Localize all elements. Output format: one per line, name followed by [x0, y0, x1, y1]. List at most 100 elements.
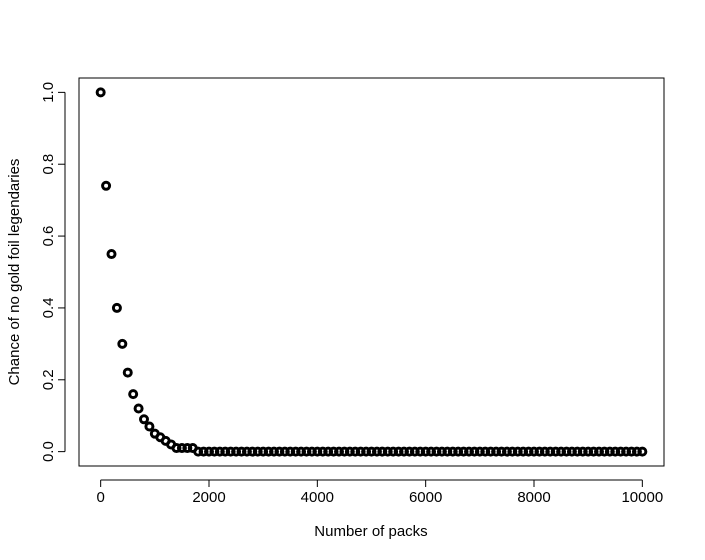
point: [415, 446, 426, 457]
y-tick-label: 1.0: [40, 82, 57, 103]
point: [599, 446, 610, 457]
point: [111, 302, 122, 313]
point: [350, 446, 361, 457]
point: [566, 446, 577, 457]
point: [296, 446, 307, 457]
point: [279, 446, 290, 457]
point: [610, 446, 621, 457]
point: [361, 446, 372, 457]
point: [176, 443, 187, 454]
point: [539, 446, 550, 457]
point: [317, 446, 328, 457]
point: [399, 446, 409, 457]
point: [285, 446, 296, 457]
point: [101, 180, 112, 191]
y-tick-label: 0.4: [40, 297, 57, 318]
point: [393, 446, 404, 457]
x-tick-label: 8000: [517, 489, 550, 506]
y-tick-label: 0.6: [40, 226, 57, 247]
point: [377, 446, 388, 457]
point: [252, 446, 263, 457]
point: [274, 446, 285, 457]
point: [453, 446, 464, 457]
point: [561, 446, 572, 457]
point: [371, 446, 382, 457]
point: [464, 446, 474, 457]
point: [388, 446, 399, 457]
point: [225, 446, 236, 457]
point: [204, 446, 214, 457]
point: [247, 446, 258, 457]
point: [621, 446, 632, 457]
point: [496, 446, 507, 457]
point: [95, 87, 106, 98]
point: [220, 446, 231, 457]
point: [404, 446, 415, 457]
point: [193, 446, 204, 457]
point: [534, 446, 545, 457]
point: [209, 446, 220, 457]
point: [556, 446, 567, 457]
point: [501, 446, 512, 457]
point: [263, 446, 274, 457]
y-tick-label: 0.0: [40, 441, 57, 462]
point: [442, 446, 453, 457]
point: [214, 446, 225, 457]
point: [117, 338, 128, 349]
point: [312, 446, 323, 457]
point: [269, 446, 279, 457]
point: [550, 446, 561, 457]
point: [128, 389, 139, 400]
point: [474, 446, 485, 457]
point: [512, 446, 523, 457]
point: [577, 446, 588, 457]
point: [583, 446, 594, 457]
point: [231, 446, 242, 457]
point: [480, 446, 491, 457]
y-tick-label: 0.8: [40, 154, 57, 175]
point: [447, 446, 458, 457]
point: [241, 446, 252, 457]
x-tick-label: 10000: [621, 489, 663, 506]
point: [604, 446, 615, 457]
x-tick-label: 4000: [301, 489, 334, 506]
point: [290, 446, 301, 457]
point: [106, 249, 117, 260]
point: [631, 446, 642, 457]
point: [458, 446, 469, 457]
point: [485, 446, 496, 457]
point: [529, 446, 539, 457]
y-tick-label: 0.2: [40, 369, 57, 390]
point: [328, 446, 339, 457]
point: [301, 446, 312, 457]
point: [171, 443, 182, 454]
x-tick-label: 0: [96, 489, 104, 506]
point: [507, 446, 518, 457]
point: [594, 446, 604, 457]
point: [323, 446, 334, 457]
point: [615, 446, 626, 457]
point: [626, 446, 637, 457]
point: [523, 446, 534, 457]
point: [339, 446, 350, 457]
point: [334, 446, 344, 457]
point: [545, 446, 556, 457]
point: [637, 446, 648, 457]
point: [344, 446, 355, 457]
point: [144, 421, 155, 432]
point: [382, 446, 393, 457]
x-axis-label: Number of packs: [314, 523, 427, 540]
point: [139, 414, 149, 425]
x-tick-label: 6000: [409, 489, 442, 506]
point: [426, 446, 437, 457]
point: [306, 446, 317, 457]
point: [236, 446, 247, 457]
point: [122, 367, 133, 378]
point: [469, 446, 480, 457]
point: [355, 446, 366, 457]
point: [436, 446, 447, 457]
point: [518, 446, 529, 457]
point: [420, 446, 431, 457]
point: [366, 446, 377, 457]
x-tick-label: 2000: [192, 489, 225, 506]
